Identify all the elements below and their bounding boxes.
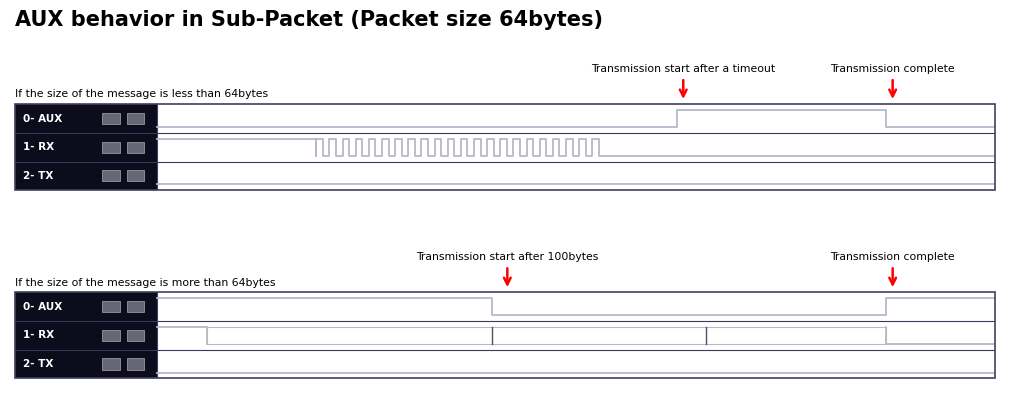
- Bar: [127, 170, 144, 182]
- Bar: [102, 358, 120, 370]
- Text: 0- AUX: 0- AUX: [23, 302, 63, 312]
- Text: 1- RX: 1- RX: [23, 142, 55, 152]
- Bar: [15, 133, 158, 162]
- Text: Transmission complete: Transmission complete: [830, 252, 955, 262]
- Bar: [127, 358, 144, 370]
- Bar: [127, 301, 144, 312]
- Bar: [102, 301, 120, 312]
- Bar: [102, 170, 120, 182]
- Bar: [15, 350, 158, 378]
- Text: 1- RX: 1- RX: [23, 330, 55, 340]
- Bar: [102, 113, 120, 124]
- Text: If the size of the message is less than 64bytes: If the size of the message is less than …: [15, 90, 269, 99]
- Bar: [127, 113, 144, 124]
- Bar: [15, 292, 158, 321]
- Text: Transmission start after a timeout: Transmission start after a timeout: [591, 64, 776, 74]
- Bar: [15, 162, 158, 190]
- Text: AUX behavior in Sub-Packet (Packet size 64bytes): AUX behavior in Sub-Packet (Packet size …: [15, 10, 603, 30]
- Bar: [127, 142, 144, 153]
- Bar: [127, 330, 144, 341]
- Bar: [207, 327, 886, 344]
- Text: If the size of the message is more than 64bytes: If the size of the message is more than …: [15, 278, 276, 288]
- Text: 2- TX: 2- TX: [23, 359, 54, 369]
- Text: 0- AUX: 0- AUX: [23, 114, 63, 124]
- Text: Transmission start after 100bytes: Transmission start after 100bytes: [416, 252, 599, 262]
- Bar: [15, 104, 158, 133]
- Text: Transmission complete: Transmission complete: [830, 64, 955, 74]
- Bar: [102, 330, 120, 341]
- Bar: [15, 321, 158, 350]
- Bar: [102, 142, 120, 153]
- Text: 2- TX: 2- TX: [23, 171, 54, 181]
